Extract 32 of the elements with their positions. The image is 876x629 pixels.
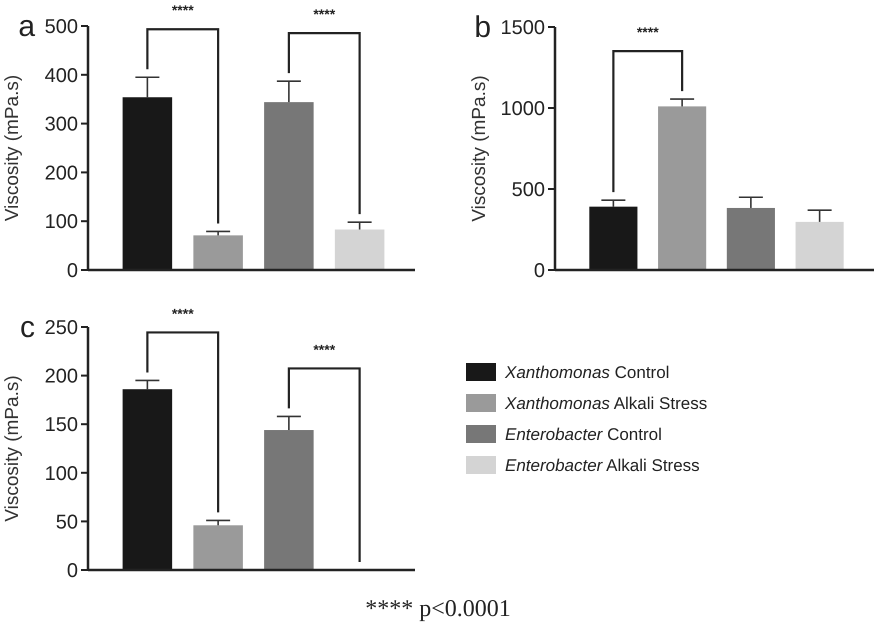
legend-label: Enterobacter Alkali Stress (505, 456, 700, 475)
y-tick-label: 500 (44, 16, 78, 38)
y-tick-label: 100 (44, 462, 78, 485)
y-tick-label: 0 (66, 560, 78, 582)
y-axis-title: Viscosity (mPa.s) (2, 74, 23, 222)
text: **** (313, 6, 336, 22)
y-tick-label: 500 (512, 179, 545, 201)
y-tick-label: 1000 (500, 98, 545, 120)
text: **** (172, 2, 194, 18)
y-axis-title: Viscosity (mPa.s) (469, 75, 490, 222)
text: **** (172, 305, 194, 322)
legend-label: Xanthomonas Alkali Stress (504, 394, 708, 413)
y-tick-label: 250 (44, 317, 78, 339)
y-tick-label: 1500 (500, 17, 545, 39)
legend-label: Xanthomonas Control (504, 362, 670, 382)
chart-title: a (18, 10, 36, 43)
y-axis-title: Viscosity (mPa.s) (2, 375, 23, 522)
y-tick-label: 300 (44, 114, 78, 136)
y-tick-label: 50 (56, 511, 78, 534)
y-tick-label: 100 (44, 211, 78, 234)
y-tick-label: 400 (44, 64, 78, 87)
y-tick-label: 0 (534, 260, 545, 282)
chart-title: c (20, 311, 35, 344)
y-tick-label: 200 (44, 162, 78, 184)
y-tick-label: 200 (44, 366, 78, 388)
y-tick-label: 0 (66, 260, 78, 282)
y-tick-label: 150 (44, 414, 78, 436)
chart-title: b (474, 11, 491, 44)
legend-label: Enterobacter Control (505, 424, 662, 444)
annotation: **** (636, 24, 660, 40)
text: **** p<0.0001 (365, 596, 511, 622)
annotation: **** (313, 341, 336, 358)
